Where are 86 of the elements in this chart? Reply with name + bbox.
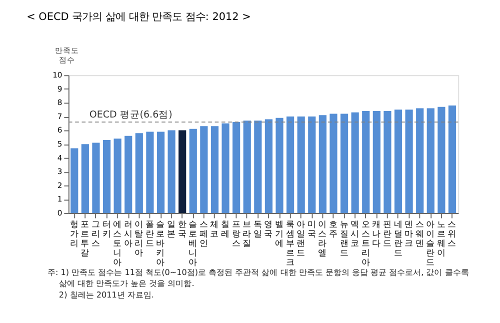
x-tick-label: 아이슬란드 <box>426 220 436 268</box>
bar <box>384 111 392 214</box>
x-tick-label: 한국 <box>178 220 187 240</box>
bar <box>135 133 143 214</box>
y-tick-label: 3 <box>57 167 62 176</box>
x-tick-label: 러시아 <box>124 220 133 249</box>
chart-title: < OECD 국가의 삶에 대한 만족도 점수: 2012 > <box>26 11 251 24</box>
bar <box>372 111 380 214</box>
x-tick-label: 노르웨이 <box>436 220 446 258</box>
bar <box>124 136 132 214</box>
bar <box>210 126 219 214</box>
y-tick-label: 2 <box>57 180 62 190</box>
x-tick-label: 아일랜드 <box>296 220 306 258</box>
x-tick-label: 체코 <box>210 220 220 240</box>
y-tick-label: 0 <box>57 208 62 218</box>
x-tick-label: 슬로바키아 <box>156 220 166 268</box>
x-tick-label: 벨기에 <box>275 220 284 249</box>
x-tick-label: 오스트리아 <box>361 220 370 268</box>
bar <box>114 138 122 214</box>
x-tick-label: 슬로베니아 <box>188 220 198 268</box>
y-tick-label: 7 <box>57 112 62 121</box>
x-tick-label: 일본 <box>167 220 176 240</box>
x-tick-label: 이탈리아 <box>134 220 144 258</box>
x-tick-label: 폴란드 <box>145 220 154 249</box>
x-tick-label: 핀란드 <box>382 220 392 249</box>
y-tick-label: 1 <box>57 194 62 204</box>
x-tick-label: 브라질 <box>242 220 252 249</box>
bar <box>81 144 89 214</box>
bar <box>178 130 186 214</box>
y-tick-label: 4 <box>57 153 62 162</box>
ref-line-label: OECD 평균(6.6점) <box>89 109 172 120</box>
x-tick-label: 뉴질랜드 <box>340 220 349 258</box>
x-tick-label: 독일 <box>253 220 262 240</box>
x-tick-label: 헝가리 <box>70 220 79 249</box>
bar <box>168 130 176 214</box>
y-axis-title: 만족도 점수 <box>55 46 80 64</box>
x-tick-label: 프랑스 <box>232 220 241 249</box>
bar <box>222 123 230 214</box>
bar <box>416 108 424 214</box>
bar <box>156 132 165 214</box>
bar <box>308 116 316 214</box>
bar <box>286 116 294 214</box>
y-tick-label: 9 <box>57 84 62 94</box>
x-tick-label: 캐나다 <box>372 220 382 249</box>
x-tick-label: 덴마크 <box>404 220 414 249</box>
x-tick-label: 스웨덴 <box>415 220 424 249</box>
bar <box>426 108 434 214</box>
x-tick-label: 터키 <box>102 220 112 240</box>
bar <box>318 115 326 214</box>
x-tick-label: 멕시코 <box>350 220 360 249</box>
x-tick-label: 에스토니아 <box>113 220 122 268</box>
x-tick-label: 그리스 <box>91 220 100 249</box>
x-tick-label: 칠레 <box>221 220 230 240</box>
bar <box>146 132 154 214</box>
bar <box>297 116 305 214</box>
x-tick-label: 호주 <box>328 220 338 240</box>
bar <box>438 106 446 214</box>
x-tick-label: 이스라엘 <box>318 220 328 258</box>
bar <box>92 142 100 214</box>
x-tick-label: 미국 <box>307 220 316 240</box>
y-tick-label: 10 <box>52 70 62 80</box>
x-tick-label: 영국 <box>264 220 274 240</box>
bar <box>340 114 348 214</box>
bar <box>405 110 413 214</box>
bar <box>276 118 284 214</box>
y-tick-label: 5 <box>57 139 62 148</box>
bar <box>362 111 370 214</box>
bar <box>102 140 111 214</box>
bar <box>70 148 78 214</box>
bar <box>330 114 338 214</box>
bar <box>394 110 402 214</box>
bar <box>200 126 208 214</box>
bar <box>254 120 262 214</box>
y-tick-label: 8 <box>57 98 62 108</box>
x-tick-label: 스페인 <box>199 220 208 249</box>
bar <box>189 128 197 214</box>
bar <box>264 119 273 214</box>
x-tick-label: 룩셈부르크 <box>286 220 295 268</box>
y-tick-label: 6 <box>57 126 62 135</box>
bar <box>351 112 359 214</box>
x-tick-label: 스위스 <box>448 220 457 249</box>
x-tick-label: 네덜란드 <box>394 220 403 258</box>
bar <box>448 106 456 214</box>
x-tick-label: 포르투갈 <box>80 220 90 258</box>
bar <box>232 122 240 214</box>
bar <box>243 120 251 214</box>
